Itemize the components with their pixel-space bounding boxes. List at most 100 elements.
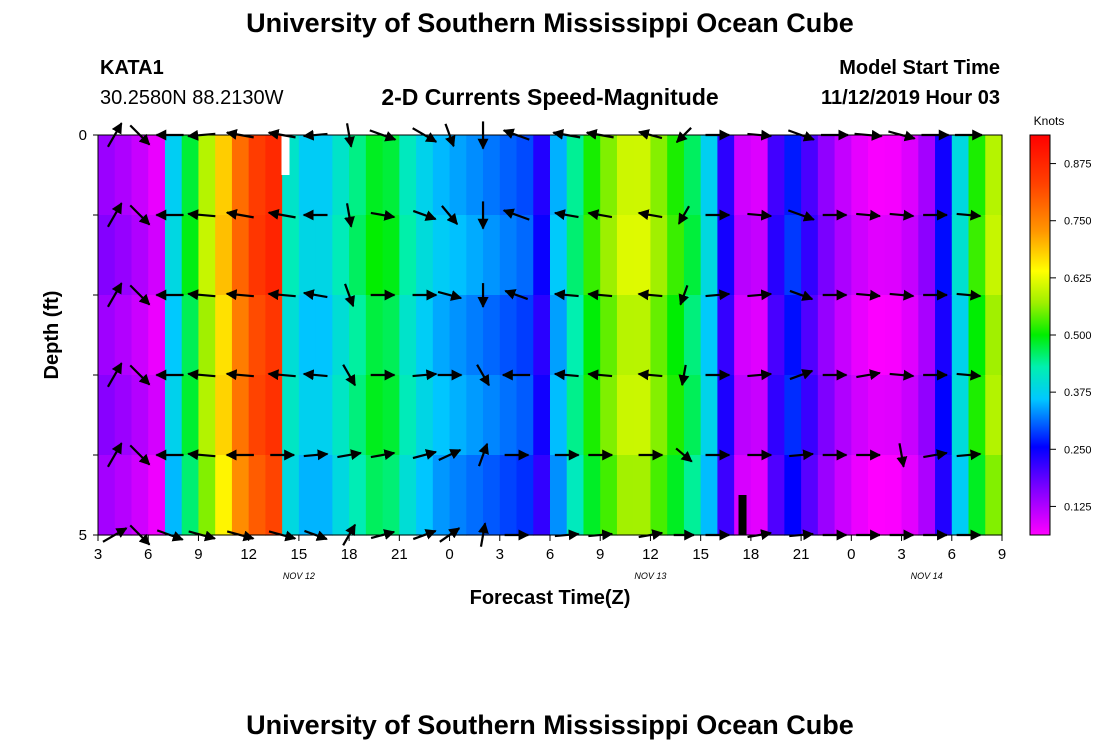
heatmap-cell (164, 295, 183, 376)
heatmap-cell (650, 375, 668, 456)
current-vector (587, 209, 613, 221)
heatmap-cell (884, 455, 903, 536)
x-tick-label: 18 (743, 546, 760, 563)
current-vector (677, 205, 690, 225)
heatmap-cell (550, 215, 568, 296)
heatmap-cell (248, 215, 267, 296)
heatmap-cell (667, 135, 685, 216)
current-vector (889, 209, 915, 221)
heatmap-cell (215, 295, 233, 376)
heatmap-cell (750, 215, 769, 296)
heatmap-cell (181, 215, 200, 296)
heatmap-cell (416, 135, 434, 216)
page-title-bottom: University of Southern Mississippi Ocean… (246, 710, 854, 740)
heatmap-cell (717, 295, 735, 376)
heatmap-cell (667, 455, 685, 536)
heatmap-cell (935, 455, 953, 536)
heatmap-cell (767, 455, 785, 536)
heatmap-cell (868, 215, 886, 296)
x-tick-label: 18 (341, 546, 358, 563)
heatmap-cell (817, 455, 836, 536)
heatmap-cell (985, 455, 1003, 536)
heatmap-cell (432, 135, 451, 216)
heatmap-cell (901, 135, 919, 216)
heatmap-cell (332, 295, 350, 376)
model-start-label: Model Start Time (839, 57, 1000, 79)
heatmap-cell (516, 215, 534, 296)
heatmap-cell (332, 455, 350, 536)
gap-markers (281, 135, 747, 535)
heatmap-cell (432, 295, 451, 376)
heatmap-cell (315, 135, 333, 216)
y-tick-label: 5 (79, 527, 87, 544)
heatmap-cell (566, 375, 585, 456)
heatmap-cell (667, 215, 685, 296)
heatmap-cell (98, 135, 116, 216)
heatmap-cell (583, 455, 601, 536)
current-vector (106, 362, 123, 388)
colorbar-tick-label: 0.625 (1064, 273, 1092, 285)
heatmap-cell (516, 295, 534, 376)
heatmap-cell (533, 455, 551, 536)
heatmap-cell (499, 295, 518, 376)
heatmap-cell (650, 295, 668, 376)
current-vector (187, 289, 216, 301)
heatmap-cell (633, 295, 652, 376)
current-vector (637, 289, 663, 301)
heatmap-cell (248, 455, 267, 536)
heatmap-cell (114, 215, 133, 296)
heatmap-cell (516, 135, 534, 216)
heatmap-cell (683, 375, 702, 456)
heatmap-cell (935, 135, 953, 216)
heatmap-cell (483, 135, 501, 216)
current-vector (187, 369, 216, 381)
heatmap-cell (399, 375, 417, 456)
heatmap-cell (148, 455, 166, 536)
heatmap-cell (399, 215, 417, 296)
heatmap-cell (968, 135, 986, 216)
heatmap-cell (181, 295, 200, 376)
y-axis: 05 (79, 127, 98, 544)
current-vector (303, 449, 329, 461)
heatmap-cell (700, 215, 719, 296)
heatmap-cell (884, 375, 903, 456)
heatmap-cell (683, 455, 702, 536)
colorbar-tick-label: 0.750 (1064, 216, 1092, 228)
heatmap-cell (349, 455, 367, 536)
current-vector (344, 203, 355, 228)
heatmap-cell (583, 295, 601, 376)
heatmap-cell (231, 135, 250, 216)
heatmap-cell (633, 135, 652, 216)
heatmap-cell (315, 455, 333, 536)
heatmap-cell (985, 375, 1003, 456)
heatmap-cell (98, 295, 116, 376)
heatmap-cell (533, 135, 551, 216)
current-vector (267, 208, 296, 220)
heatmap-cell (231, 375, 250, 456)
current-vector (889, 289, 915, 301)
heatmap-cell (734, 215, 752, 296)
heatmap-cell (265, 135, 283, 216)
heatmap-cell (365, 455, 384, 536)
heatmap-cell (918, 135, 936, 216)
heatmap-cell (935, 215, 953, 296)
heatmap-cell (868, 295, 886, 376)
heatmap-cell (583, 215, 601, 296)
heatmap-cell (918, 215, 936, 296)
heatmap-cell (801, 215, 819, 296)
heatmap-cell (868, 375, 886, 456)
heatmap-cell (600, 295, 618, 376)
current-vector (553, 289, 579, 301)
heatmap-cell (550, 455, 568, 536)
current-vector (587, 369, 613, 381)
heatmap-cell (817, 295, 836, 376)
heatmap-cell (148, 215, 166, 296)
heatmap-cell (566, 135, 585, 216)
heatmap-cell (198, 375, 216, 456)
heatmap-cell (382, 295, 400, 376)
heatmap-cell (449, 455, 467, 536)
current-vector (678, 285, 689, 306)
heatmap-cell (901, 215, 919, 296)
current-vector (267, 369, 296, 381)
x-tick-label: 6 (948, 546, 956, 563)
